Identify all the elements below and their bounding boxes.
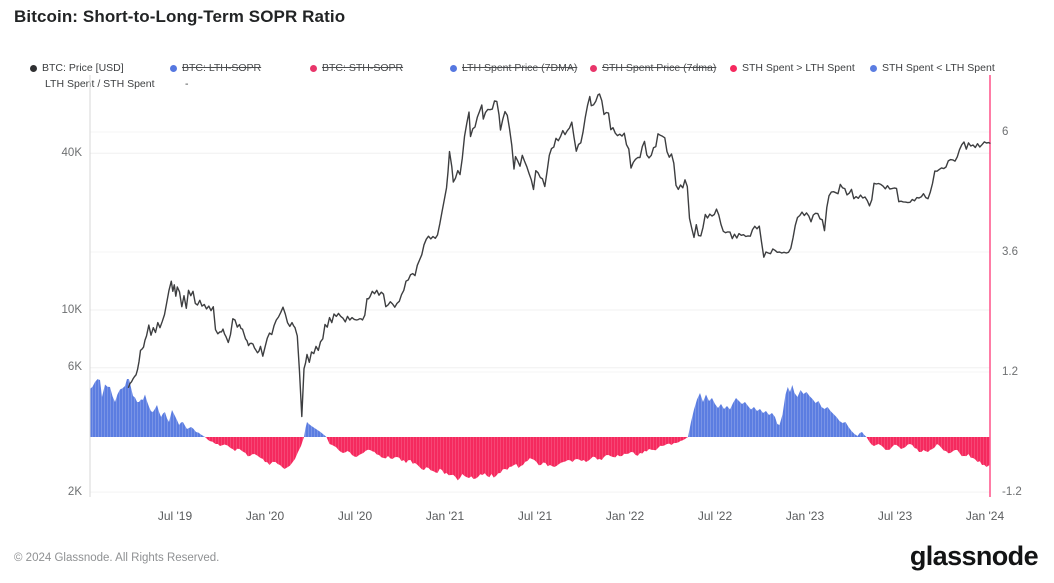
- time-tick-label: Jan '23: [785, 509, 825, 523]
- time-tick-label: Jan '24: [965, 509, 1005, 523]
- time-tick-label: Jan '20: [245, 509, 285, 523]
- ratio-tick-label: -1.2: [1002, 485, 1022, 498]
- legend-item-1[interactable]: BTC: LTH-SOPR: [170, 62, 310, 74]
- legend-item-label: STH Spent Price (7dma): [602, 62, 717, 74]
- ratio-tick-label: 3.6: [1002, 245, 1018, 258]
- glassnode-logo: glassnode: [909, 541, 1039, 571]
- time-tick-label: Jan '21: [425, 509, 465, 523]
- legend-item-label: STH Spent < LTH Spent: [882, 62, 995, 74]
- legend-dot: [310, 64, 317, 72]
- time-tick-label: Jul '19: [157, 509, 193, 523]
- page-title: Bitcoin: Short-to-Long-Term SOPR Ratio: [14, 7, 346, 26]
- copyright-text: © 2024 Glassnode. All Rights Reserved.: [14, 552, 220, 564]
- time-tick-label: Jul '20: [337, 509, 373, 523]
- price-tick-label: 40K: [61, 146, 82, 159]
- price-tick-label: 2K: [67, 485, 82, 498]
- legend-item-label: BTC: STH-SOPR: [322, 62, 404, 74]
- time-tick-label: Jul '21: [517, 509, 553, 523]
- legend-item-4[interactable]: STH Spent Price (7dma): [590, 62, 730, 74]
- legend-dot: [170, 64, 177, 72]
- legend-secondary: LTH Spent / STH Spent -: [45, 78, 189, 90]
- price-tick-label: 10K: [61, 303, 82, 316]
- btc-price-line[interactable]: [127, 93, 991, 418]
- legend-dot: [730, 64, 737, 72]
- legend-secondary-value: -: [185, 78, 189, 90]
- time-tick-label: Jul '22: [697, 509, 733, 523]
- ratio-tick-label: 6: [1002, 125, 1009, 138]
- sth-greater-than-lth-area[interactable]: [90, 437, 990, 481]
- ratio-tick-label: 1.2: [1002, 365, 1018, 378]
- legend-item-6[interactable]: STH Spent < LTH Spent: [870, 62, 1010, 74]
- price-tick-label: 6K: [67, 361, 82, 374]
- legend-dot: [450, 64, 457, 72]
- legend-item-3[interactable]: LTH Spent Price (7DMA): [450, 62, 590, 74]
- time-tick-label: Jan '22: [605, 509, 645, 523]
- time-tick-label: Jul '23: [877, 509, 913, 523]
- sth-less-than-lth-area[interactable]: [90, 379, 990, 437]
- chart-legend: BTC: Price [USD] BTC: LTH-SOPR BTC: STH-SO…: [30, 62, 1015, 74]
- legend-item-label: STH Spent > LTH Spent: [742, 62, 855, 74]
- legend-item-label: BTC: Price [USD]: [42, 62, 124, 74]
- legend-dot: [30, 64, 37, 72]
- legend-secondary-label: LTH Spent / STH Spent: [45, 78, 155, 90]
- legend-dot: [870, 64, 877, 72]
- legend-item-label: BTC: LTH-SOPR: [182, 62, 262, 74]
- legend-item-5[interactable]: STH Spent > LTH Spent: [730, 62, 870, 74]
- legend-item-2[interactable]: BTC: STH-SOPR: [310, 62, 450, 74]
- legend-item-label: LTH Spent Price (7DMA): [462, 62, 578, 74]
- legend-item-0[interactable]: BTC: Price [USD]: [30, 62, 170, 74]
- legend-dot: [590, 64, 597, 72]
